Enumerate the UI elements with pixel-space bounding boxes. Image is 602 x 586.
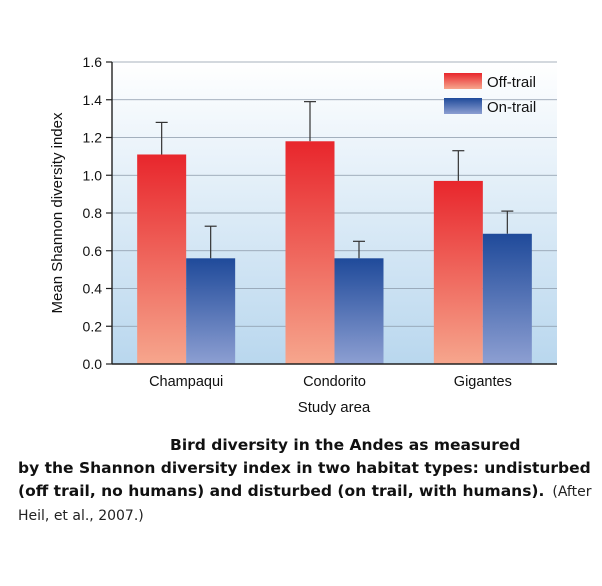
- axes: 0.0 0.2 0.4 0.6 0.8 1.0 1.2 1.4 1.6 Champaqui Cond…: [83, 54, 557, 390]
- bar-off-trail-condorito: [285, 141, 335, 364]
- legend-label: On-trail: [487, 99, 536, 116]
- caption-line1: Bird diversity in the Andes as measured: [170, 436, 521, 454]
- bar-chart: 0.0 0.2 0.4 0.6 0.8 1.0 1.2 1.4 1.6 Champaqui Cond…: [49, 54, 557, 416]
- figure-caption: Bird diversity in the Andes as measured …: [18, 434, 593, 528]
- caption-source: (After Heil, et al., 2007.): [18, 484, 592, 524]
- y-tick-label: 1.6: [83, 54, 103, 70]
- bar-on-trail-condorito: [334, 258, 384, 364]
- legend-label: Off-trail: [487, 74, 536, 91]
- legend: Off-trail On-trail: [444, 73, 536, 116]
- y-tick-label: 1.2: [83, 130, 103, 146]
- bars: [137, 101, 532, 364]
- y-tick-label: 1.4: [83, 92, 103, 108]
- y-axis-label: Mean Shannon diversity index: [49, 112, 66, 313]
- x-axis-label: Study area: [298, 399, 371, 416]
- y-tick-label: 0.8: [83, 205, 103, 221]
- caption-text: by the Shannon diversity index in two ha…: [18, 459, 591, 500]
- x-tick-label: Gigantes: [454, 374, 512, 390]
- legend-swatch: [444, 73, 482, 89]
- y-tick-label: 1.0: [83, 167, 103, 183]
- bar-on-trail-gigantes: [482, 233, 532, 364]
- y-tick-label: 0.6: [83, 243, 103, 259]
- y-tick-label: 0.2: [83, 318, 103, 334]
- x-tick-label: Condorito: [303, 374, 366, 390]
- y-tick-label: 0.0: [83, 356, 103, 372]
- x-tick-label: Champaqui: [149, 374, 223, 390]
- bar-off-trail-champaqui: [137, 154, 187, 364]
- legend-swatch: [444, 98, 482, 114]
- bar-on-trail-champaqui: [186, 258, 236, 364]
- bar-off-trail-gigantes: [433, 180, 483, 364]
- y-tick-label: 0.4: [83, 281, 103, 297]
